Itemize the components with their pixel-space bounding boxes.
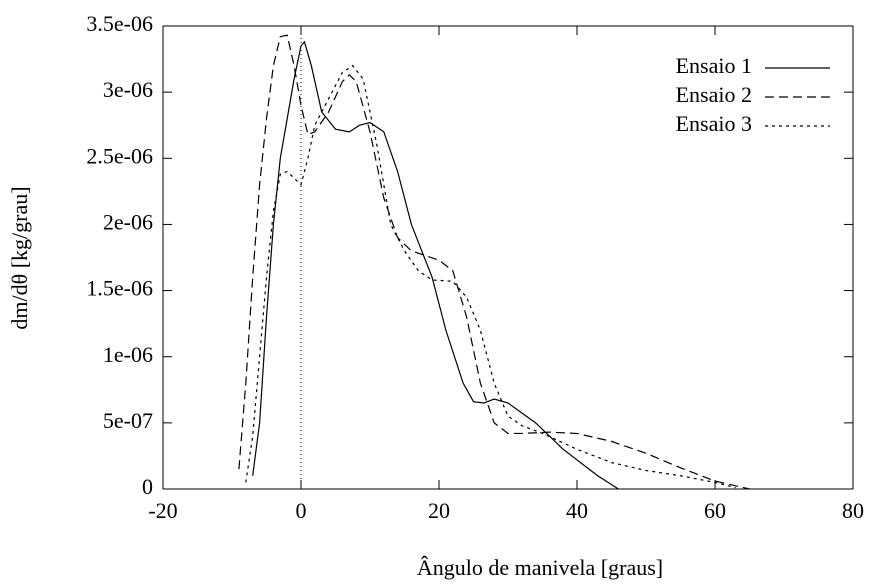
plot-frame [162, 25, 854, 490]
legend-label: Ensaio 1 [676, 53, 752, 78]
x-tick-label: -20 [148, 498, 177, 523]
x-tick-label: 40 [566, 498, 588, 523]
x-tick-label: 0 [296, 498, 307, 523]
x-tick-label: 20 [428, 498, 450, 523]
y-tick-label: 3.5e-06 [86, 11, 153, 36]
y-tick-label: 1e-06 [103, 342, 153, 367]
y-tick-label: 2.5e-06 [86, 143, 153, 168]
y-tick-label: 5e-07 [103, 408, 153, 433]
x-axis-label: Ângulo de manivela [graus] [417, 555, 663, 580]
x-tick-label: 80 [842, 498, 864, 523]
legend-label: Ensaio 2 [676, 82, 752, 107]
y-tick-label: 3e-06 [103, 77, 153, 102]
y-tick-label: 0 [142, 474, 153, 499]
legend-label: Ensaio 3 [676, 111, 752, 136]
y-tick-label: 2e-06 [103, 209, 153, 234]
series-line [238, 34, 750, 490]
series-line [252, 40, 619, 490]
x-tick-label: 60 [704, 498, 726, 523]
series-line [245, 64, 736, 489]
y-axis-label: dm/dθ [kg/grau] [7, 186, 32, 329]
y-tick-label: 1.5e-06 [86, 276, 153, 301]
